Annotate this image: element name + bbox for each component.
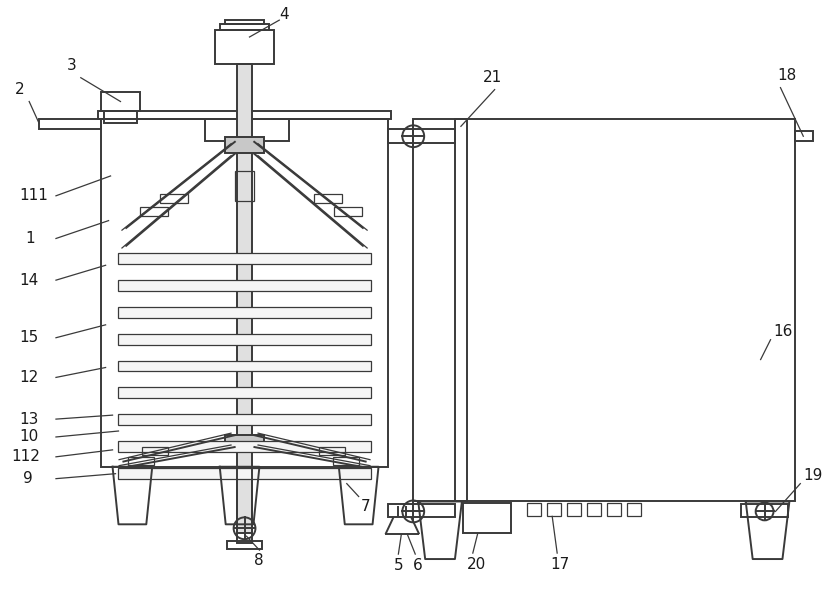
- Bar: [103, 112, 137, 124]
- Text: 3: 3: [67, 58, 77, 74]
- Bar: [463, 504, 510, 533]
- Bar: [118, 253, 371, 264]
- Bar: [118, 414, 371, 425]
- Text: 6: 6: [413, 558, 423, 573]
- Text: 15: 15: [19, 330, 39, 346]
- Bar: [205, 119, 289, 141]
- Bar: [160, 194, 188, 203]
- Bar: [333, 457, 358, 465]
- Bar: [548, 504, 561, 516]
- Bar: [607, 504, 620, 516]
- Bar: [118, 468, 371, 479]
- Text: 9: 9: [23, 471, 33, 486]
- Text: 111: 111: [19, 188, 48, 203]
- Bar: [334, 207, 362, 216]
- Text: 1: 1: [26, 231, 35, 246]
- Bar: [142, 447, 169, 455]
- Bar: [118, 361, 371, 371]
- Bar: [527, 504, 541, 516]
- Bar: [226, 541, 263, 549]
- Bar: [455, 119, 467, 502]
- Bar: [39, 119, 101, 129]
- Bar: [795, 131, 814, 141]
- Text: 4: 4: [279, 7, 289, 22]
- Bar: [118, 333, 371, 345]
- Bar: [118, 387, 371, 398]
- Text: 112: 112: [12, 449, 40, 464]
- Text: 2: 2: [16, 82, 25, 97]
- Bar: [215, 30, 274, 64]
- Bar: [220, 24, 269, 30]
- Bar: [101, 92, 140, 112]
- Bar: [587, 504, 601, 516]
- Bar: [236, 467, 253, 543]
- Bar: [118, 280, 371, 291]
- Text: 17: 17: [550, 558, 569, 572]
- Text: 14: 14: [19, 273, 39, 288]
- Text: 8: 8: [254, 552, 264, 567]
- Bar: [388, 129, 455, 143]
- Text: 12: 12: [19, 370, 39, 385]
- Bar: [101, 119, 388, 467]
- Text: 16: 16: [773, 324, 793, 339]
- Bar: [118, 307, 371, 318]
- Bar: [741, 505, 788, 517]
- Text: 20: 20: [467, 558, 487, 572]
- Text: 10: 10: [19, 429, 39, 444]
- Bar: [97, 112, 392, 119]
- Bar: [567, 504, 581, 516]
- Bar: [225, 137, 264, 153]
- Bar: [235, 171, 254, 201]
- Text: 13: 13: [19, 412, 39, 426]
- Text: 19: 19: [804, 468, 823, 483]
- Text: 5: 5: [393, 558, 403, 573]
- Bar: [319, 447, 344, 455]
- Text: 21: 21: [482, 70, 502, 85]
- Bar: [118, 441, 371, 452]
- Bar: [140, 207, 169, 216]
- Bar: [388, 505, 455, 517]
- Bar: [314, 194, 342, 203]
- Text: 7: 7: [361, 499, 370, 514]
- Bar: [413, 119, 795, 502]
- Bar: [225, 435, 264, 451]
- Bar: [128, 457, 154, 465]
- Bar: [225, 20, 264, 24]
- Text: 18: 18: [777, 68, 797, 83]
- Bar: [627, 504, 640, 516]
- Bar: [236, 64, 253, 533]
